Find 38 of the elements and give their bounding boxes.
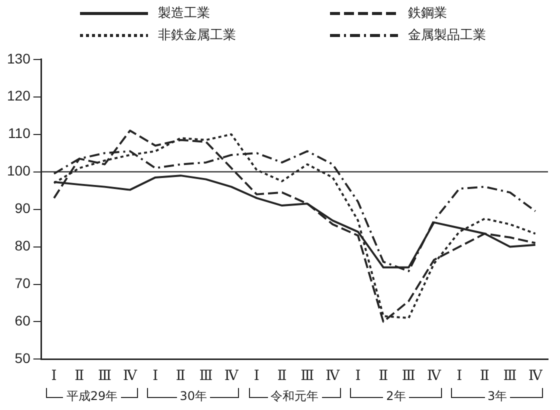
y-tick-label: 100 (7, 162, 31, 179)
x-tick-label: Ⅱ (176, 368, 186, 384)
legend-label: 金属製品工業 (408, 27, 486, 44)
text: 平成29年 (63, 389, 121, 403)
x-tick-label: Ⅰ (355, 368, 361, 384)
legend-label: 非鉄金属工業 (158, 27, 236, 44)
y-tick-label: 60 (14, 312, 31, 329)
x-tick-label: Ⅲ (98, 368, 112, 384)
x-tick-label: Ⅳ (427, 368, 442, 384)
text: 2年 (383, 389, 409, 403)
x-tick-label: Ⅲ (300, 368, 314, 384)
x-tick-label: Ⅳ (224, 368, 240, 384)
y-tick-label: 70 (14, 275, 31, 292)
x-tick-label: Ⅲ (199, 368, 213, 384)
x-tick-label: Ⅳ (123, 368, 138, 384)
legend-label: 鉄鋼業 (408, 5, 447, 22)
y-tick-label: 80 (14, 238, 31, 254)
y-tick-label: 50 (14, 350, 31, 366)
x-tick-label: Ⅳ (528, 368, 544, 384)
y-tick-label: 130 (7, 50, 31, 66)
y-tick-label: 110 (8, 125, 31, 142)
y-tick-label: 90 (14, 200, 31, 216)
x-tick-label: Ⅱ (480, 368, 490, 384)
x-tick-label: Ⅰ (152, 368, 158, 384)
x-tick-label: Ⅰ (456, 368, 462, 384)
x-tick-label: Ⅱ (378, 368, 388, 384)
legend-label: 製造工業 (158, 5, 210, 22)
x-tick-label: Ⅲ (402, 368, 416, 384)
x-tick-label: Ⅲ (503, 368, 517, 384)
text: 令和元年 (268, 389, 322, 403)
x-tick-label: Ⅳ (326, 368, 341, 384)
y-tick-label: 120 (7, 88, 31, 104)
x-tick-label: Ⅰ (254, 368, 260, 384)
x-tick-label: Ⅱ (277, 368, 287, 384)
x-tick-label: Ⅱ (74, 368, 84, 384)
x-tick-label: Ⅰ (51, 368, 57, 384)
text: 3年 (484, 389, 510, 403)
text: 30年 (176, 389, 210, 403)
